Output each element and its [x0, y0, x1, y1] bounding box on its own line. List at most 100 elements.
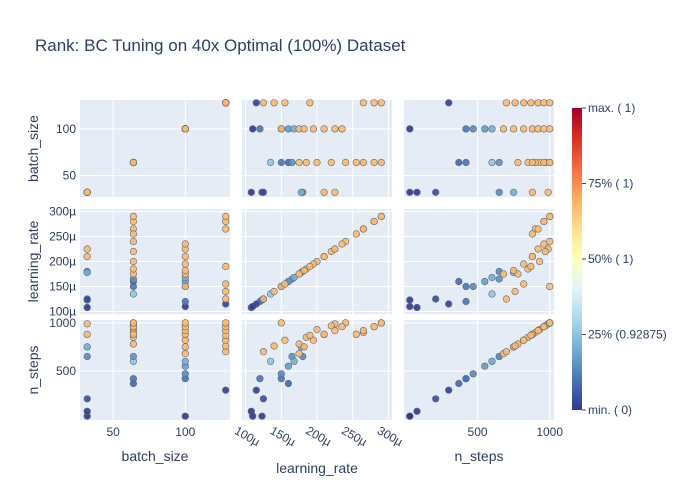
data-point [331, 327, 339, 335]
data-point [338, 240, 346, 248]
data-point [181, 240, 189, 248]
panel-n_steps-vs-learning_rate [242, 319, 392, 420]
data-point [338, 323, 346, 331]
y-tick-label: 100µ [49, 305, 76, 319]
data-point [327, 158, 335, 167]
data-point [281, 280, 289, 288]
data-point [320, 330, 328, 339]
data-point [181, 319, 189, 327]
data-point [129, 379, 137, 388]
y-tick-label: 200µ [49, 255, 76, 269]
x-tick-label: 100µ [232, 423, 262, 449]
data-point [502, 99, 511, 107]
data-point [488, 158, 496, 167]
data-point [259, 348, 268, 356]
data-point [359, 327, 368, 335]
y-axis-title: learning_rate [25, 220, 41, 302]
data-point [83, 343, 91, 351]
data-point [359, 99, 368, 107]
data-point [83, 407, 91, 415]
data-point [129, 247, 137, 256]
data-point [342, 158, 350, 167]
data-point [306, 331, 314, 340]
y-tick-label: 500 [56, 364, 76, 378]
data-point [306, 262, 314, 271]
data-point [267, 158, 275, 167]
data-point [528, 158, 537, 167]
data-point [540, 217, 548, 226]
data-point [406, 302, 414, 311]
data-point [338, 125, 346, 133]
data-point [259, 99, 268, 107]
data-point [247, 188, 255, 196]
data-point [297, 188, 305, 196]
data-point [222, 225, 230, 233]
data-point [469, 282, 477, 291]
data-point [222, 262, 230, 271]
x-tick-label: 200µ [304, 423, 334, 449]
data-point [306, 99, 314, 107]
colorbar-tick-label: max. ( 1) [588, 101, 635, 115]
data-point [331, 125, 339, 133]
data-point [181, 282, 189, 291]
data-point [300, 266, 308, 275]
data-point [252, 386, 260, 394]
data-point [462, 297, 470, 306]
data-point [129, 290, 137, 298]
data-point [546, 158, 554, 167]
x-tick-label: 100 [175, 425, 195, 439]
panel-n_steps-vs-n_steps [404, 319, 554, 420]
data-point [520, 125, 528, 133]
data-point [181, 350, 189, 358]
data-point [509, 266, 518, 275]
data-point [302, 158, 310, 167]
data-point [359, 158, 368, 167]
data-point [83, 268, 91, 277]
y-tick-label: 1000 [49, 316, 76, 330]
data-point [352, 230, 360, 238]
data-point [222, 212, 230, 221]
data-point [181, 260, 189, 268]
data-point [528, 230, 537, 238]
data-point [546, 99, 554, 107]
y-axis-title: n_steps [25, 345, 41, 394]
data-point [413, 303, 421, 312]
data-point [331, 245, 339, 253]
colorbar-tick-label: 50% ( 1) [588, 252, 633, 266]
data-point [481, 362, 489, 370]
data-point [455, 277, 463, 286]
data-point [259, 395, 268, 403]
data-point [445, 99, 453, 107]
y-tick-label: 300µ [49, 205, 76, 219]
x-axis-title: n_steps [454, 448, 503, 464]
data-point [520, 260, 528, 268]
data-point [277, 158, 285, 167]
data-point [499, 270, 508, 278]
panel-batch_size-vs-n_steps [404, 99, 554, 197]
data-point [129, 257, 137, 266]
x-tick-label: 500 [468, 425, 488, 439]
data-point [309, 336, 318, 344]
data-point [129, 212, 137, 221]
data-point [406, 412, 414, 420]
data-point [300, 343, 308, 351]
data-point [352, 158, 360, 167]
data-point [540, 240, 548, 248]
data-point [541, 247, 549, 256]
data-point [406, 296, 414, 304]
data-point [222, 99, 230, 107]
data-point [290, 357, 298, 365]
data-point [277, 370, 285, 378]
data-point [295, 350, 303, 358]
data-point [222, 319, 230, 327]
data-point [406, 188, 414, 196]
data-point [370, 217, 378, 226]
data-point [514, 158, 522, 167]
x-axis-title: batch_size [122, 448, 189, 464]
data-point [83, 295, 91, 303]
data-point [370, 158, 378, 167]
data-point [546, 282, 554, 291]
data-point [83, 395, 91, 403]
data-point [258, 412, 266, 420]
panel-background [80, 100, 230, 197]
